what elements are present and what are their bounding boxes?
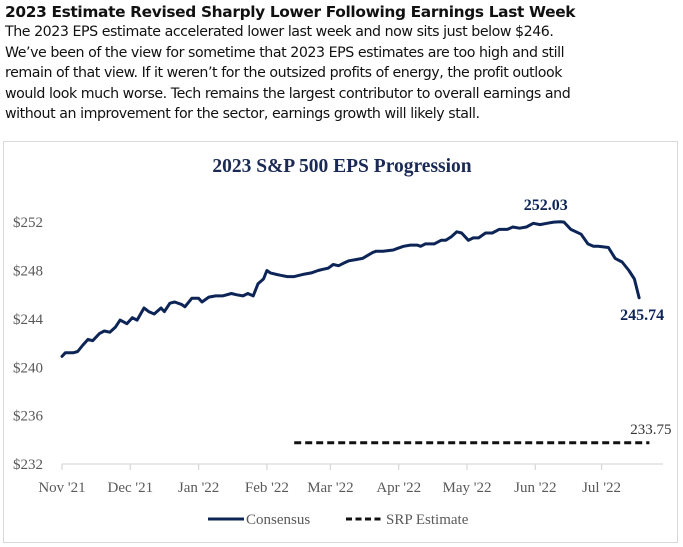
x-axis: Nov '21 Dec '21 Jan '22 Feb '22 Mar '22 Apr '… [38, 463, 663, 496]
annotations-layer: 252.03 245.74 233.75 [524, 197, 672, 438]
body-line: The 2023 EPS estimate accelerated lower … [5, 24, 554, 40]
x-tick-label: Jul '22 [582, 480, 621, 496]
x-tick-label: Jun '22 [514, 480, 556, 496]
y-tick-label: $244 [13, 312, 44, 328]
body-line: remain of that view. If it weren’t for t… [5, 65, 562, 81]
data-label: 252.03 [524, 197, 568, 214]
y-tick-label: $232 [13, 457, 43, 473]
y-axis: $232 $236 $240 $244 $248 $252 [13, 215, 44, 473]
article-body: The 2023 EPS estimate accelerated lower … [5, 22, 683, 125]
y-tick-label: $248 [13, 264, 43, 280]
chart-frame [3, 141, 678, 543]
legend: Consensus SRP Estimate [208, 512, 469, 528]
y-tick-label: $252 [13, 215, 43, 231]
body-line: would look much worse. Tech remains the … [5, 85, 571, 102]
x-tick-label: Nov '21 [38, 480, 85, 496]
body-line: We’ve been of the view for sometime that… [5, 44, 565, 61]
x-tick-label: Apr '22 [376, 480, 421, 496]
data-label: 233.75 [630, 422, 671, 438]
y-tick-label: $240 [13, 360, 43, 376]
headline: 2023 Estimate Revised Sharply Lower Foll… [5, 3, 576, 21]
x-tick-label: Feb '22 [245, 480, 289, 496]
chart-title: 2023 S&P 500 EPS Progression [212, 156, 471, 177]
legend-consensus-label: Consensus [246, 512, 310, 528]
body-line: without an improvement for the sector, e… [5, 106, 480, 122]
x-tick-label: Jan '22 [178, 480, 219, 496]
y-tick-label: $236 [13, 409, 44, 425]
legend-srp-label: SRP Estimate [386, 512, 469, 528]
series-layer [60, 220, 650, 445]
data-label: 245.74 [620, 307, 664, 324]
x-tick-label: May '22 [443, 480, 492, 496]
x-tick-label: Mar '22 [307, 480, 353, 496]
series-consensus-line [60, 220, 641, 358]
x-tick-label: Dec '21 [107, 480, 153, 496]
